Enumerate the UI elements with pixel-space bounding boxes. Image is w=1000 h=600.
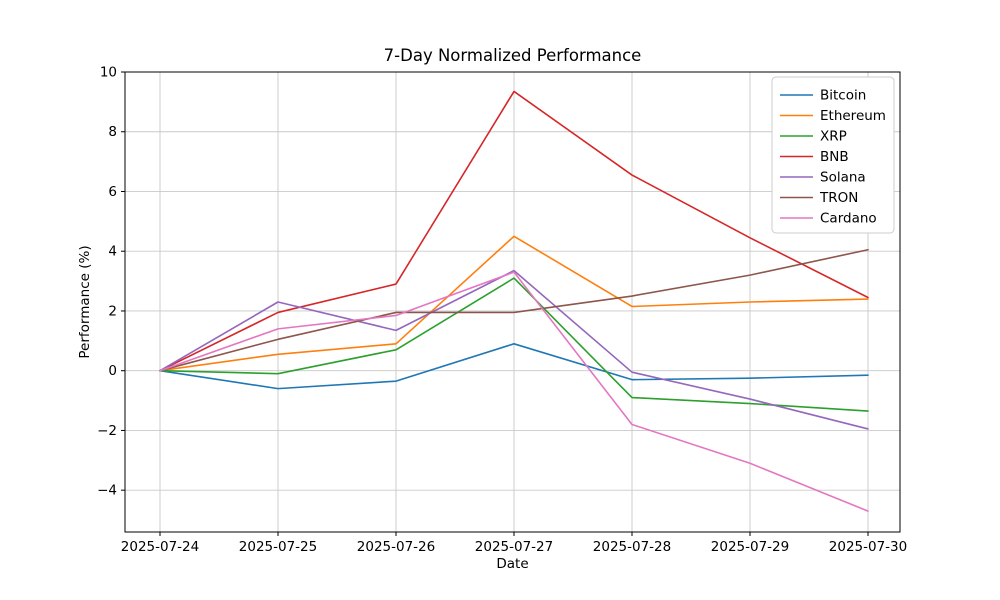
y-tick-label: 10 (100, 65, 117, 81)
y-tick-label: 6 (108, 184, 117, 200)
x-axis-label: Date (496, 556, 529, 572)
x-tick-label: 2025-07-28 (593, 539, 671, 555)
y-tick-label: 4 (108, 244, 117, 260)
series-line-bnb (159, 90, 869, 372)
legend-label-bnb: BNB (820, 149, 849, 165)
axes-frame (124, 71, 901, 533)
y-tick-label: 8 (108, 124, 117, 140)
legend-label-bitcoin: Bitcoin (820, 88, 866, 104)
y-tick-label: −2 (97, 423, 117, 439)
legend-label-tron: TRON (819, 190, 858, 206)
legend: Bitcoin Ethereum XRP BNB Solana TRON Cardano (771, 76, 895, 234)
legend-label-solana: Solana (820, 170, 866, 186)
series-line-solana (159, 269, 869, 430)
series-line-cardano (159, 271, 869, 512)
x-tick-label: 2025-07-26 (357, 539, 435, 555)
legend-label-ethereum: Ethereum (820, 108, 886, 124)
series-line-tron (159, 248, 869, 372)
y-tick-label: 0 (108, 363, 117, 379)
y-tick-label: −4 (97, 483, 117, 499)
x-tick-label: 2025-07-29 (711, 539, 789, 555)
series-line-ethereum (159, 235, 869, 372)
x-tick-label: 2025-07-27 (475, 539, 553, 555)
y-tick-label: 2 (108, 303, 117, 319)
series-line-xrp (159, 277, 869, 412)
series-line-bitcoin (159, 343, 869, 390)
legend-label-xrp: XRP (820, 129, 847, 145)
x-tick-label: 2025-07-25 (239, 539, 317, 555)
x-tick-label: 2025-07-24 (121, 539, 199, 555)
chart-title: 7-Day Normalized Performance (383, 46, 642, 65)
x-tick-label: 2025-07-30 (829, 539, 907, 555)
legend-label-cardano: Cardano (820, 211, 877, 227)
